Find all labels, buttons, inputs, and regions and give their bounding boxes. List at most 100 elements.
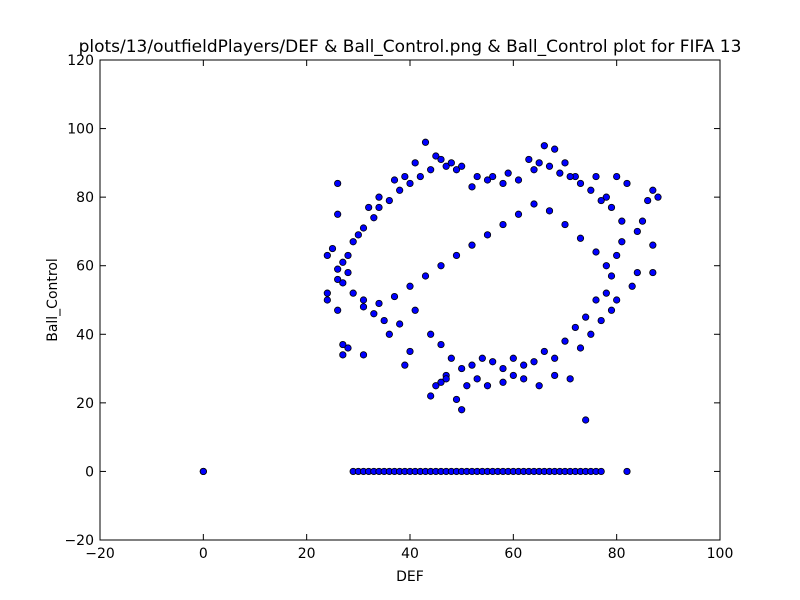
x-tick-label: 40: [401, 546, 419, 562]
data-point: [442, 162, 450, 170]
data-point: [483, 176, 492, 184]
data-point: [607, 306, 616, 314]
data-point: [576, 179, 585, 188]
data-point: [623, 179, 631, 188]
data-point: [489, 172, 497, 181]
y-tick-label: −20: [64, 533, 94, 549]
data-point: [633, 227, 641, 236]
data-point: [597, 196, 605, 205]
data-point: [421, 138, 430, 146]
data-point: [613, 296, 621, 304]
data-point: [328, 244, 337, 253]
data-point: [375, 299, 383, 308]
data-point: [561, 159, 569, 167]
data-point: [649, 268, 657, 277]
data-point: [602, 193, 610, 201]
data-point: [380, 316, 388, 325]
data-point: [473, 375, 481, 383]
data-point: [354, 231, 362, 239]
data-point: [437, 340, 445, 349]
data-point: [520, 361, 528, 369]
data-point: [385, 330, 393, 338]
data-point: [442, 375, 450, 383]
y-tick-label: 40: [76, 327, 94, 343]
data-point: [437, 262, 445, 270]
data-point: [587, 330, 595, 338]
data-point: [478, 354, 486, 362]
data-point: [437, 155, 445, 164]
data-point: [437, 378, 445, 386]
data-point: [602, 289, 610, 297]
data-point: [561, 220, 569, 229]
x-axis-label: DEF: [396, 569, 424, 585]
data-point: [483, 382, 492, 390]
data-point: [323, 296, 331, 304]
x-tick-label: 60: [504, 546, 522, 562]
y-tick-label: 60: [76, 259, 94, 275]
data-point: [396, 186, 404, 194]
data-point: [602, 262, 610, 270]
point-layer: [199, 138, 662, 476]
data-point: [483, 231, 492, 239]
data-point: [520, 375, 528, 383]
data-point: [623, 467, 631, 476]
data-point: [582, 313, 590, 321]
data-point: [375, 203, 383, 212]
chart-title: plots/13/outfieldPlayers/DEF & Ball_Cont…: [79, 37, 742, 57]
data-point: [334, 265, 342, 273]
data-point: [473, 172, 481, 181]
x-tick-label: 20: [298, 546, 316, 562]
data-point: [349, 238, 357, 246]
y-tick-label: 120: [67, 53, 94, 69]
data-point: [427, 166, 435, 174]
data-point: [638, 217, 647, 225]
data-point: [576, 344, 585, 352]
data-point: [597, 467, 605, 476]
y-tick-label: 20: [76, 396, 94, 412]
data-point: [499, 179, 507, 188]
data-point: [370, 310, 378, 318]
data-point: [504, 169, 512, 177]
data-point: [545, 162, 554, 170]
data-point: [432, 152, 440, 160]
data-point: [654, 193, 662, 201]
data-point: [535, 159, 543, 167]
data-point: [566, 375, 574, 383]
data-point: [390, 176, 399, 184]
data-point: [359, 296, 368, 304]
data-point: [561, 337, 569, 345]
data-point: [540, 347, 548, 356]
data-point: [545, 207, 554, 215]
data-point: [359, 224, 368, 232]
data-point: [458, 162, 466, 170]
data-point: [390, 292, 399, 301]
data-point: [411, 159, 419, 167]
data-point: [447, 159, 455, 167]
data-point: [427, 330, 435, 338]
data-point: [406, 179, 414, 188]
data-point: [530, 200, 538, 208]
data-point: [452, 166, 461, 174]
data-point: [468, 241, 476, 249]
data-point: [597, 316, 605, 325]
data-point: [370, 214, 378, 222]
data-point: [633, 268, 641, 277]
data-point: [540, 142, 548, 150]
data-point: [406, 347, 414, 356]
data-point: [468, 183, 476, 191]
y-tick-label: 80: [76, 190, 94, 206]
data-point: [613, 172, 621, 181]
data-point: [458, 406, 466, 414]
data-point: [339, 279, 347, 287]
data-point: [359, 351, 368, 359]
x-tick-label: 80: [608, 546, 626, 562]
data-point: [406, 282, 414, 290]
data-point: [344, 251, 352, 260]
data-point: [458, 364, 466, 373]
data-point: [499, 220, 507, 229]
x-tick-label: 0: [199, 546, 208, 562]
data-point: [365, 203, 373, 212]
data-point: [323, 251, 331, 260]
data-point: [592, 248, 600, 256]
data-point: [375, 193, 383, 201]
